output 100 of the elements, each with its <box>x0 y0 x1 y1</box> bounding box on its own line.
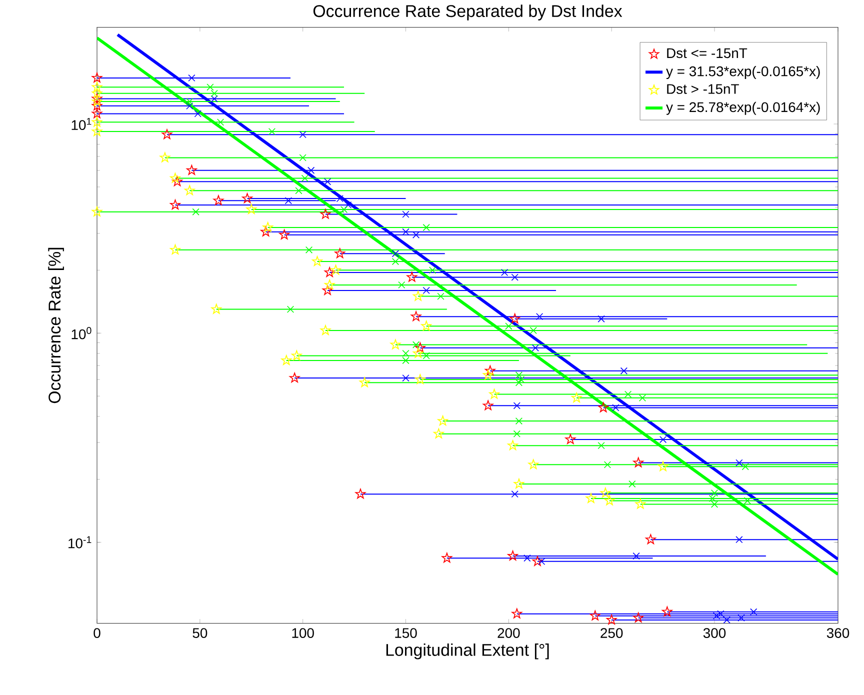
point <box>210 90 218 97</box>
point <box>662 606 672 616</box>
point <box>242 193 252 203</box>
point <box>286 306 294 313</box>
point <box>513 402 520 410</box>
point <box>514 478 524 488</box>
point <box>324 279 335 290</box>
point <box>710 500 718 508</box>
point <box>284 196 292 204</box>
point <box>334 248 346 258</box>
point <box>442 552 452 562</box>
point <box>628 480 636 488</box>
point <box>289 372 300 382</box>
point <box>508 550 518 560</box>
point <box>598 402 609 412</box>
point <box>392 250 400 258</box>
point <box>301 174 308 182</box>
point <box>658 461 668 471</box>
point <box>510 313 520 324</box>
point <box>262 222 274 232</box>
legend-label: y = 31.53*exp(-0.0165*x) <box>666 66 820 79</box>
point <box>422 286 430 294</box>
point <box>390 339 401 350</box>
point <box>186 102 194 110</box>
point <box>210 95 218 102</box>
x-tick-label: 100 <box>292 628 314 638</box>
point <box>421 320 432 330</box>
point <box>402 210 410 218</box>
point <box>406 272 418 282</box>
point <box>412 290 424 301</box>
point <box>92 72 102 82</box>
point <box>260 226 271 236</box>
point <box>620 367 628 374</box>
point <box>186 164 197 175</box>
point <box>162 129 172 139</box>
point <box>530 326 537 334</box>
point <box>437 292 444 300</box>
point <box>402 374 410 382</box>
point <box>184 185 195 196</box>
point <box>359 377 370 387</box>
point <box>92 82 102 92</box>
y-tick-label: 10$^{1}$ <box>72 118 92 130</box>
point <box>92 206 102 216</box>
point <box>482 400 494 410</box>
point <box>528 459 539 470</box>
point <box>402 356 410 364</box>
point <box>598 442 605 450</box>
point <box>532 344 539 352</box>
point <box>633 612 644 622</box>
point <box>281 354 292 365</box>
point <box>604 495 615 506</box>
point <box>659 436 667 443</box>
point <box>170 244 180 254</box>
point <box>340 206 348 213</box>
x-tick-label: 50 <box>192 628 208 638</box>
chart-title: Occurrence Rate Separated by Dst Index <box>313 4 622 20</box>
point <box>414 342 426 352</box>
point <box>322 284 333 295</box>
point <box>268 128 276 136</box>
point <box>206 83 214 91</box>
point <box>402 228 410 236</box>
point <box>590 610 600 620</box>
point <box>632 552 640 560</box>
point <box>500 268 508 276</box>
point <box>565 434 576 444</box>
point <box>604 460 612 468</box>
point <box>511 274 518 281</box>
point <box>750 608 758 616</box>
point <box>512 608 522 618</box>
point <box>433 428 444 438</box>
x-tick-label: 0 <box>94 628 100 638</box>
point <box>712 612 720 620</box>
point <box>92 126 102 136</box>
point <box>246 204 257 214</box>
point <box>428 266 436 274</box>
point <box>738 614 745 622</box>
point <box>708 494 716 502</box>
legend-label: Dst > -15nT <box>667 84 739 94</box>
point <box>532 556 543 566</box>
point <box>92 116 102 127</box>
point <box>414 374 426 384</box>
point <box>92 96 102 106</box>
point <box>299 130 306 138</box>
point <box>392 258 400 265</box>
point <box>482 370 494 380</box>
point <box>186 98 194 106</box>
point <box>710 489 718 496</box>
point <box>513 430 520 438</box>
x-tick-label: 360 <box>826 628 850 638</box>
point <box>517 376 525 383</box>
point <box>586 492 596 503</box>
point <box>524 554 531 562</box>
x-tick-label: 250 <box>600 628 623 638</box>
point <box>633 457 644 468</box>
point <box>344 201 352 208</box>
point <box>515 371 523 379</box>
point <box>172 176 182 186</box>
point <box>412 341 420 348</box>
point <box>422 352 430 360</box>
point <box>160 152 170 162</box>
